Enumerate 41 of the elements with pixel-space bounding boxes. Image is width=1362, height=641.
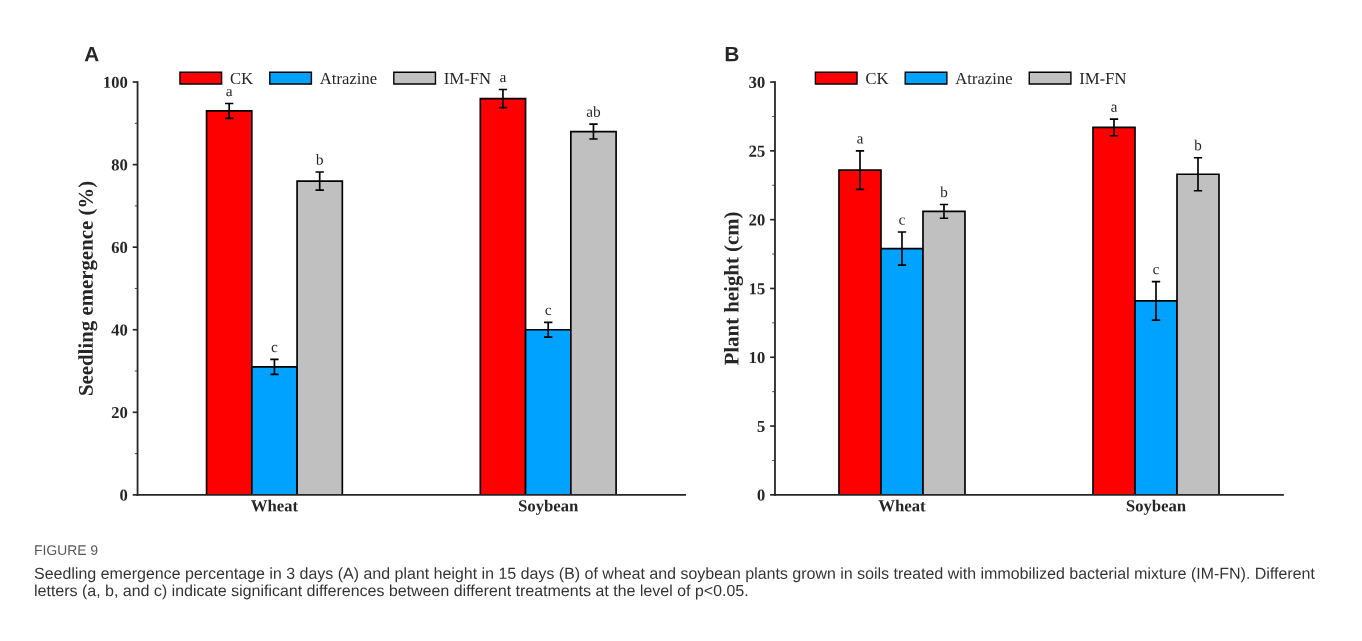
data-label: c bbox=[899, 217, 905, 225]
data-label: b bbox=[315, 154, 323, 165]
data-label: c bbox=[1153, 266, 1159, 275]
caption: FIGURE 9 bbox=[35, 545, 98, 556]
data-label: b bbox=[1194, 139, 1202, 151]
y-tick-label: 20 bbox=[111, 406, 128, 419]
y-tick-label: 30 bbox=[749, 76, 765, 88]
data-label: ab bbox=[586, 106, 601, 117]
y-tick-label: 60 bbox=[111, 241, 128, 254]
data-label: c bbox=[271, 344, 278, 353]
legend-label: IM-FN bbox=[1079, 73, 1127, 84]
chart-title: B bbox=[725, 46, 739, 62]
y-tick-label: 40 bbox=[111, 324, 128, 336]
x-tick-label: Soybean bbox=[518, 499, 579, 515]
x-tick-label: Wheat bbox=[251, 499, 298, 512]
legend-label: CK bbox=[230, 72, 253, 85]
data-label: c bbox=[545, 307, 552, 316]
data-label: a bbox=[226, 88, 233, 97]
y-tick-label: 0 bbox=[120, 489, 128, 501]
y-tick-label: 15 bbox=[749, 283, 765, 295]
y-axis-title: Plant height (cm) bbox=[723, 212, 744, 366]
y-tick-label: 10 bbox=[749, 351, 765, 364]
y-tick-label: 5 bbox=[757, 420, 765, 432]
legend-label: CK bbox=[866, 72, 889, 85]
legend-label: Atrazine bbox=[319, 72, 377, 85]
y-tick-label: 0 bbox=[757, 489, 765, 501]
x-tick-label: Soybean bbox=[1126, 499, 1186, 515]
data-label: a bbox=[500, 74, 507, 83]
legend-label: Atrazine bbox=[955, 72, 1012, 85]
chart-title: A bbox=[84, 46, 99, 62]
y-tick-label: 20 bbox=[749, 214, 765, 226]
y-axis-title: Seedling emergence (%) bbox=[78, 181, 98, 395]
data-label: a bbox=[1111, 104, 1118, 112]
x-tick-label: Wheat bbox=[878, 499, 926, 512]
legend-label: IM-FN bbox=[444, 73, 491, 84]
data-label: b bbox=[940, 186, 948, 198]
y-tick-label: 25 bbox=[749, 145, 765, 157]
text: Seedling emergence percentage in 3 days (A) and plant height in 15 days (B) of wheat and soybean plants grown in soils treated with immobilized bacterial mixture (IM-FN). Different letters (a, b, and c) indicate significant differences between different treatments at the level of p<0.05. bbox=[34, 567, 1315, 600]
y-tick-label: 80 bbox=[111, 159, 128, 171]
data-label: a bbox=[857, 136, 864, 144]
y-tick-label: 100 bbox=[104, 76, 128, 88]
